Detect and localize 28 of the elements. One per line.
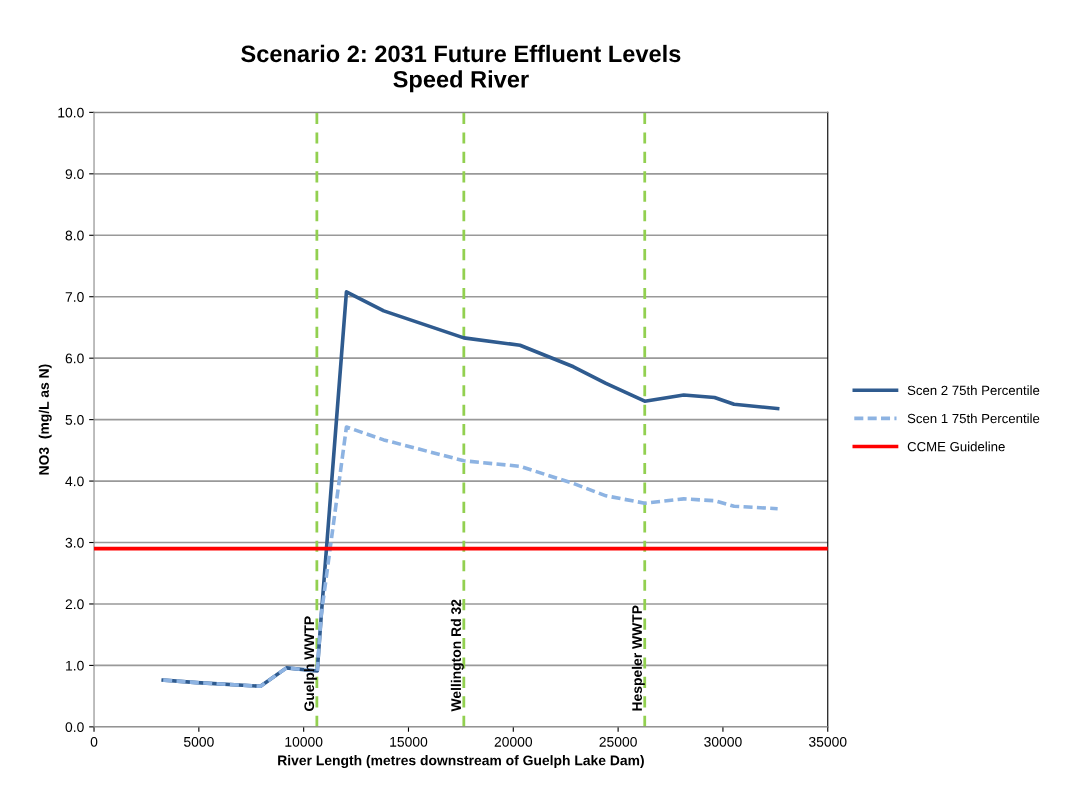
y-tick-label: 4.0 [65,476,84,487]
x-tick-label: 30000 [704,736,742,747]
y-tick-label: 1.0 [66,660,84,671]
y-tick-label: 6.0 [65,353,84,364]
x-tick-label: 5000 [183,736,214,747]
ref-line-label: Guelph WWTP [303,616,317,711]
y-tick-label: 7.0 [65,292,84,302]
x-axis-title: River Length (metres downstream of Guelph Lake Dam) [278,755,644,769]
y-axis-title: NO3 (mg/L as N) [38,364,52,475]
y-tick-label: 2.0 [65,599,84,610]
x-tick-label: 10000 [285,736,323,747]
y-tick-label: 5.0 [65,414,84,425]
chart-title: Scenario 2: 2031 Future Effluent Levels Speed River [241,44,681,93]
legend-label: CCME Guideline [907,441,1005,452]
ref-line-label: Hespeler WWTP [631,605,645,711]
x-tick-label: 25000 [599,736,637,747]
y-tick-label: 10.0 [58,107,84,118]
legend-label: Scen 1 75th Percentile [907,413,1040,424]
x-tick-label: 15000 [390,736,428,747]
x-tick-label: 0 [90,736,98,747]
legend-label: Scen 2 75th Percentile [907,385,1040,396]
y-tick-label: 0.0 [65,722,84,733]
y-tick-label: 8.0 [65,230,84,241]
x-tick-label: 20000 [494,736,533,747]
x-tick-label: 35000 [808,736,847,747]
y-tick-label: 9.0 [65,169,84,179]
ref-line-label: Wellington Rd 32 [450,599,464,712]
y-tick-label: 3.0 [65,537,84,548]
